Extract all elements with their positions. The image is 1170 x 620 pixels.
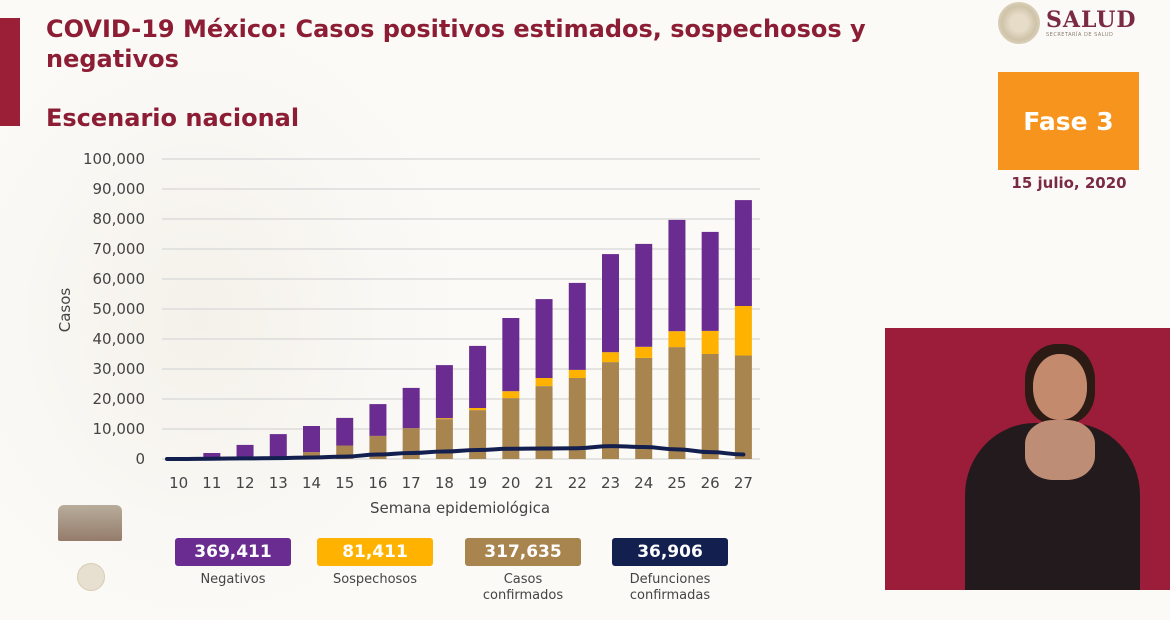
phase-badge: Fase 3 (998, 72, 1139, 170)
total-card: 317,635 Casos confirmados (465, 538, 581, 604)
x-axis-label: Semana epidemiológica (370, 499, 550, 517)
bar-sospechosos (535, 378, 553, 387)
bar-negativos (469, 345, 487, 408)
bar-negativos (236, 444, 254, 459)
bar-casos-confirmados (469, 410, 487, 459)
x-tick-label: 26 (701, 474, 720, 492)
y-tick-label: 0 (135, 450, 145, 468)
title-accent-bar (0, 18, 20, 126)
x-tick-label: 11 (202, 474, 221, 492)
bar-negativos (602, 254, 619, 353)
x-tick-label: 23 (601, 474, 620, 492)
bar-sospechosos (568, 369, 586, 378)
bar-casos-confirmados (701, 354, 719, 459)
y-tick-label: 30,000 (93, 360, 146, 378)
national-seal-icon (998, 2, 1040, 44)
bar-casos-confirmados (535, 386, 553, 459)
bar-casos-confirmados (435, 419, 453, 459)
bar-negativos (668, 219, 686, 332)
bar-sospechosos (701, 330, 719, 354)
y-axis-label: Casos (56, 288, 74, 333)
logo-main-text: SALUD (1046, 7, 1137, 33)
bar-negativos (269, 434, 287, 458)
bar-casos-confirmados (635, 357, 653, 459)
x-tick-label: 21 (535, 474, 554, 492)
bar-negativos (336, 417, 354, 446)
y-tick-label: 50,000 (93, 300, 146, 318)
y-tick-label: 20,000 (93, 390, 146, 408)
total-label: Negativos (200, 572, 266, 587)
bar-sospechosos (734, 306, 752, 356)
bar-casos-confirmados (502, 398, 520, 459)
footer-logo (58, 505, 124, 595)
sign-language-interpreter-video (885, 328, 1170, 590)
x-tick-label: 16 (368, 474, 387, 492)
x-tick-label: 17 (402, 474, 421, 492)
stacked-bar-chart: 0 10,000 20,000 30,000 40,000 50,000 60,000 70,… (56, 150, 760, 517)
x-tick-label: 19 (468, 474, 487, 492)
page-title: COVID-19 México: Casos positivos estimad… (46, 15, 866, 73)
total-card: 369,411 Negativos (175, 538, 291, 588)
total-label: Sospechosos (332, 572, 418, 587)
bar-negativos (734, 200, 752, 306)
bar-sospechosos (668, 331, 686, 348)
total-label-line2: confirmadas (629, 588, 711, 603)
bar-negativos (402, 387, 420, 429)
bar-negativos (568, 282, 586, 370)
bar-casos-confirmados (668, 347, 686, 459)
historic-figures-icon (58, 505, 122, 541)
x-tick-label: 12 (236, 474, 255, 492)
total-value: 317,635 (465, 538, 581, 566)
interpreter-hands (1025, 420, 1095, 480)
total-label: Defunciones (629, 572, 711, 587)
y-tick-label: 40,000 (93, 330, 146, 348)
bar-negativos (535, 299, 553, 378)
x-tick-label: 14 (302, 474, 321, 492)
page-subtitle: Escenario nacional (46, 104, 300, 132)
total-value: 81,411 (317, 538, 433, 566)
salud-logo: SALUD SECRETARÍA DE SALUD (998, 2, 1137, 44)
x-tick-label: 13 (269, 474, 288, 492)
x-tick-label: 15 (335, 474, 354, 492)
y-tick-label: 90,000 (93, 180, 146, 198)
total-label-line2: confirmados (482, 588, 564, 603)
bar-negativos (502, 318, 520, 392)
bar-casos-confirmados (568, 378, 586, 459)
y-tick-label: 100,000 (83, 150, 145, 168)
bar-sospechosos (435, 418, 453, 420)
bar-sospechosos (469, 408, 487, 411)
x-tick-label: 22 (568, 474, 587, 492)
y-tick-label: 10,000 (93, 420, 146, 438)
x-tick-label: 24 (634, 474, 653, 492)
bar-negativos (435, 365, 453, 419)
x-tick-label: 25 (667, 474, 686, 492)
bar-negativos (369, 404, 387, 436)
y-tick-label: 60,000 (93, 270, 146, 288)
y-tick-label: 80,000 (93, 210, 146, 228)
bar-negativos (701, 231, 719, 331)
report-date: 15 julio, 2020 (1011, 174, 1127, 192)
logo-sub-text: SECRETARÍA DE SALUD (1046, 32, 1114, 38)
interpreter-face (1033, 354, 1087, 420)
bar-negativos (203, 453, 221, 459)
bar-negativos (635, 243, 653, 347)
total-value: 369,411 (175, 538, 291, 566)
footer-seal-icon (77, 563, 105, 591)
line-defunciones-confirmadas (165, 444, 746, 461)
total-label: Casos (503, 572, 543, 587)
total-card: 81,411 Sospechosos (317, 538, 433, 588)
bar-sospechosos (502, 391, 520, 399)
x-tick-label: 10 (169, 474, 188, 492)
bar-sospechosos (602, 352, 619, 363)
bar-casos-confirmados (734, 355, 752, 459)
x-tick-label: 18 (435, 474, 454, 492)
bar-negativos (303, 426, 320, 453)
bar-casos-confirmados (602, 362, 619, 459)
x-tick-label: 20 (501, 474, 520, 492)
x-tick-label: 27 (734, 474, 753, 492)
bar-sospechosos (635, 346, 653, 358)
y-tick-label: 70,000 (93, 240, 146, 258)
total-card: 36,906 Defunciones confirmadas (612, 538, 728, 604)
total-value: 36,906 (612, 538, 728, 566)
